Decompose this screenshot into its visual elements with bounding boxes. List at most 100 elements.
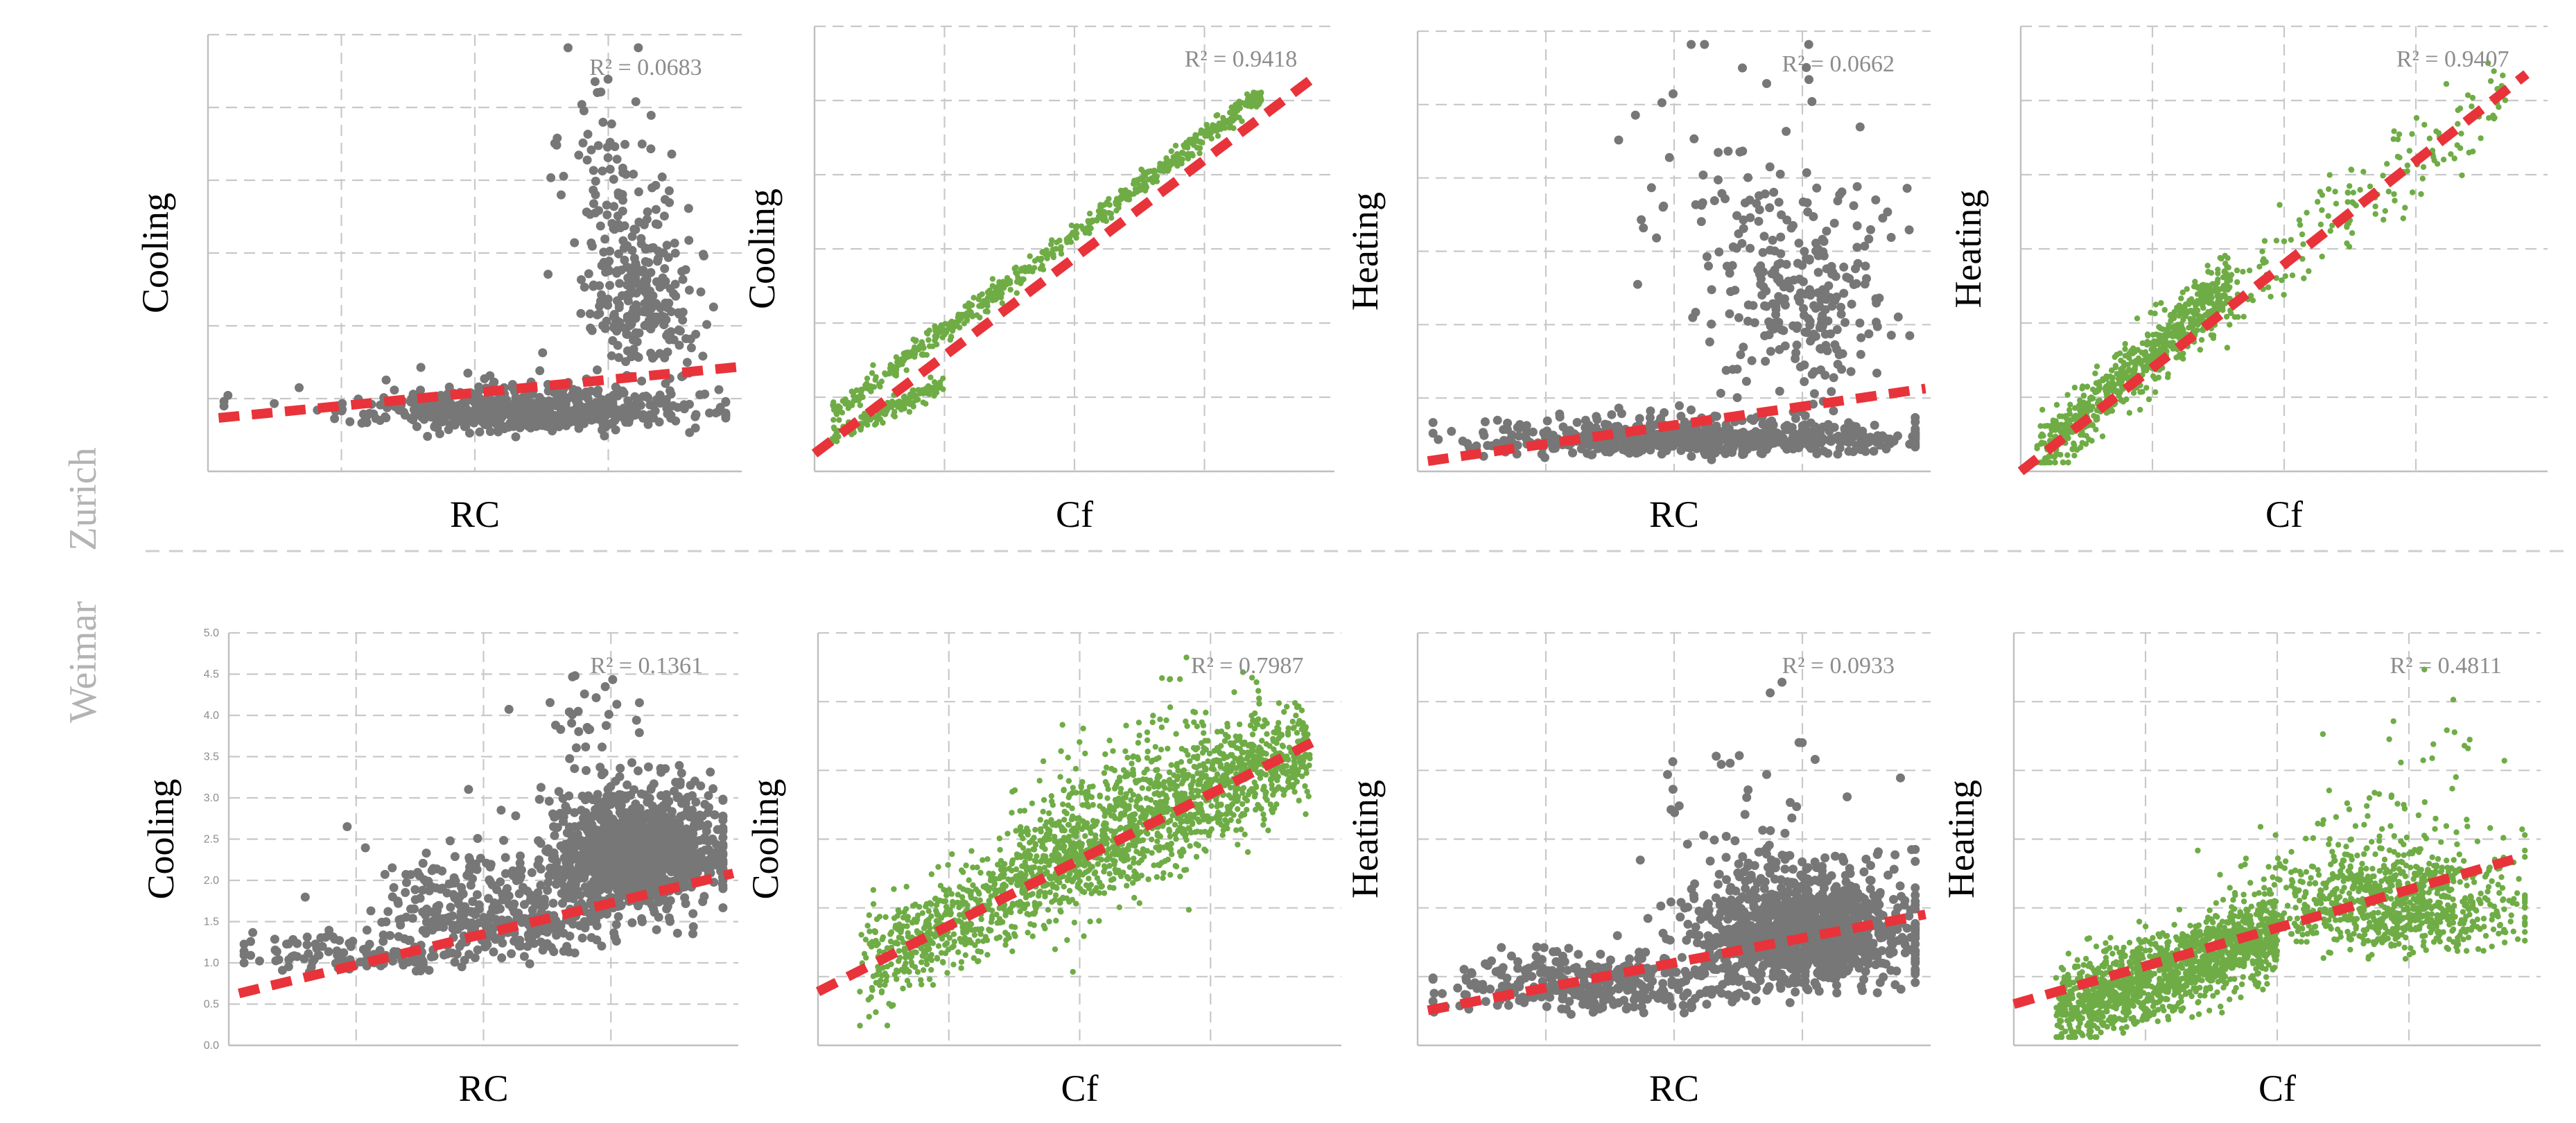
- data-point: [643, 393, 653, 403]
- data-point: [666, 307, 676, 317]
- data-point: [2162, 342, 2169, 349]
- data-point: [2304, 209, 2310, 216]
- data-point: [532, 419, 542, 428]
- data-point: [665, 198, 675, 207]
- data-point: [457, 417, 467, 426]
- data-point: [561, 801, 571, 811]
- data-point: [675, 340, 684, 350]
- data-point: [1732, 393, 1742, 403]
- data-point: [1013, 290, 1020, 296]
- data-point: [598, 117, 608, 127]
- data-point: [595, 281, 604, 290]
- data-point: [718, 903, 728, 912]
- r2-label: R² = 0.0683: [589, 55, 702, 80]
- data-point: [2282, 273, 2288, 279]
- data-point: [1775, 169, 1785, 179]
- data-point: [416, 363, 426, 372]
- data-point: [1699, 442, 1709, 451]
- data-point: [663, 331, 672, 340]
- data-point: [1568, 448, 1578, 458]
- data-point: [1646, 183, 1656, 193]
- data-point: [2191, 311, 2198, 317]
- data-point: [406, 414, 416, 424]
- data-point: [939, 327, 945, 333]
- data-point: [895, 404, 901, 410]
- data-point: [678, 275, 688, 284]
- data-point: [1757, 274, 1766, 284]
- data-point: [589, 185, 598, 195]
- data-point: [2351, 200, 2357, 207]
- data-point: [2044, 423, 2051, 429]
- data-point: [1049, 237, 1055, 243]
- data-point: [634, 766, 643, 776]
- data-point: [714, 385, 724, 394]
- data-point: [1768, 299, 1777, 308]
- data-point: [574, 417, 584, 426]
- data-point: [923, 329, 930, 336]
- data-point: [2209, 308, 2215, 314]
- data-point: [1740, 442, 1750, 451]
- data-point: [691, 410, 701, 419]
- data-point: [1806, 444, 1816, 453]
- data-point: [2357, 186, 2363, 193]
- data-point: [1839, 262, 1849, 272]
- data-point: [1791, 348, 1801, 358]
- data-point: [2486, 115, 2492, 121]
- data-point: [650, 406, 660, 416]
- data-point: [1215, 112, 1221, 119]
- data-point: [878, 378, 885, 385]
- data-point: [338, 405, 347, 415]
- data-point: [1862, 274, 1871, 284]
- data-point: [1492, 415, 1502, 425]
- data-point: [2326, 172, 2333, 178]
- data-point: [641, 286, 651, 295]
- data-point: [1830, 340, 1840, 349]
- data-point: [1886, 233, 1896, 242]
- data-point: [1809, 212, 1818, 221]
- data-point: [653, 246, 663, 256]
- data-point: [603, 153, 613, 162]
- data-point: [1089, 218, 1096, 225]
- data-point: [295, 383, 304, 392]
- data-point: [842, 401, 848, 407]
- data-point: [442, 407, 451, 417]
- data-point: [581, 742, 591, 751]
- data-point: [886, 370, 892, 377]
- data-point: [1704, 261, 1713, 271]
- data-point: [905, 399, 912, 406]
- data-point: [971, 295, 977, 301]
- data-point: [2077, 397, 2083, 403]
- scatter-points: [828, 89, 1264, 446]
- data-point: [913, 337, 919, 344]
- data-point: [366, 906, 376, 916]
- data-point: [634, 353, 643, 362]
- data-point: [1756, 261, 1766, 270]
- data-point: [621, 170, 631, 179]
- data-point: [2235, 314, 2241, 320]
- data-point: [1714, 148, 1723, 157]
- data-point: [2400, 215, 2406, 222]
- data-point: [1617, 409, 1626, 419]
- data-point: [443, 395, 453, 405]
- data-point: [1691, 308, 1700, 317]
- data-point: [600, 418, 609, 428]
- data-point: [863, 419, 869, 426]
- data-point: [882, 370, 888, 376]
- data-point: [1428, 428, 1438, 438]
- data-point: [1050, 251, 1056, 258]
- data-point: [646, 268, 656, 277]
- data-point: [421, 848, 431, 858]
- data-point: [1463, 439, 1472, 449]
- data-point: [609, 829, 618, 839]
- data-point: [1827, 387, 1836, 397]
- data-point: [590, 77, 600, 87]
- data-point: [2384, 161, 2390, 167]
- data-point: [2268, 293, 2274, 300]
- data-point: [634, 828, 644, 838]
- data-point: [638, 846, 648, 856]
- data-point: [1775, 259, 1785, 268]
- data-point: [496, 806, 506, 815]
- data-point: [1871, 195, 1881, 204]
- y-tick-label: 1.0: [204, 957, 219, 969]
- data-point: [2105, 384, 2112, 391]
